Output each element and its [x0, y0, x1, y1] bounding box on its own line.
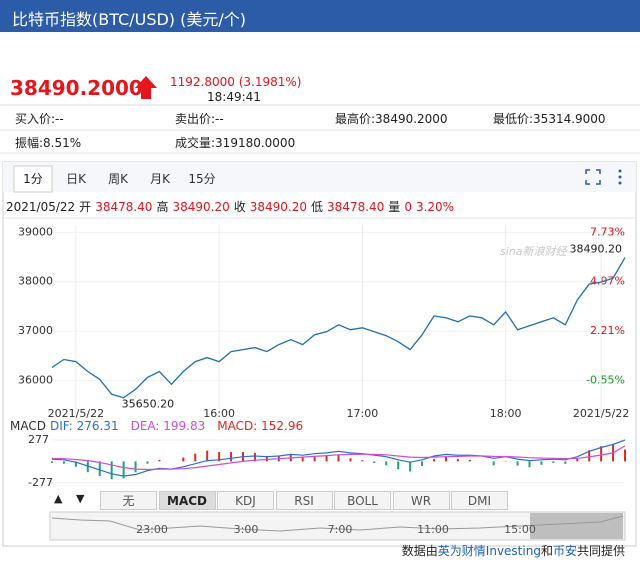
annotation: 38490.20 [570, 243, 623, 256]
navigator-label: 23:00 [136, 523, 168, 536]
legend-entry: MACD: 152.96 [217, 419, 304, 433]
info-cell: 成交量:319180.0000 [175, 136, 296, 150]
fullscreen-icon[interactable] [585, 169, 601, 185]
indicator-tab[interactable]: KDJ [217, 491, 274, 510]
panel [2, 161, 637, 547]
footer-text: 币安 [552, 544, 577, 558]
price-chart: sina新浪财经 36000 37000 38000 39000 7.73% 4.97% 2.… [18, 225, 629, 420]
menu-icon[interactable] [618, 169, 622, 185]
tab-bar [3, 162, 636, 192]
footer-text: 英为财情Investing [437, 544, 541, 558]
y2-tick-label: 4.97% [590, 275, 625, 288]
indicator-tab[interactable]: 无 [100, 491, 157, 510]
navigator-label: 15:00 [504, 523, 536, 536]
footer-text: 共同提供 [576, 544, 625, 558]
x-tick-label: 18:00 [490, 407, 522, 420]
ohlc-label: 开 [79, 200, 92, 214]
x-tick-label: 2021/5/22 [48, 407, 104, 420]
price-line [51, 257, 626, 399]
info-cell: 买入价:-- [15, 112, 64, 126]
up-arrow [135, 76, 157, 99]
period-tab[interactable]: 1分 [23, 172, 43, 186]
navigator-handle[interactable] [530, 513, 623, 539]
macd-legend: MACD DIF: 276.31 DEA: 199.83 MACD: 152.96 [10, 419, 315, 433]
ohlc-value: 0 [404, 200, 412, 214]
active-tab-box [13, 165, 53, 193]
ohlc-value: 38478.40 [95, 200, 153, 214]
y2-tick-label: 2.21% [590, 324, 625, 337]
navigator-label: 11:00 [417, 523, 449, 536]
ohlc-value: 38478.40 [327, 200, 385, 214]
macd-line [51, 439, 626, 477]
indicator-tab[interactable]: DMI [451, 491, 508, 510]
y-tick-label: 39000 [18, 225, 53, 238]
indicator-tab[interactable]: MACD [158, 491, 216, 510]
date: 2021/05/22 [6, 200, 76, 214]
period-tab[interactable]: 日K [66, 172, 86, 186]
period-tab[interactable]: 月K [150, 172, 170, 186]
scroll-arrow[interactable]: ▲ [54, 492, 63, 505]
ohlc-label: 量 [388, 200, 401, 214]
y-tick-label: 277 [28, 433, 49, 446]
ohlc-label: 高 [156, 200, 169, 214]
change-pct: 3.20% [415, 200, 455, 214]
y-tick-label: 36000 [18, 373, 53, 386]
scroll-arrow[interactable]: ▼ [76, 492, 85, 505]
info-cell: 卖出价:-- [175, 112, 224, 126]
y2-tick-label: 7.73% [590, 225, 625, 238]
time: 18:49:41 [207, 90, 261, 104]
ohlc-line: 2021/05/22 开 38478.40 高 38490.20 收 38490.20 低 38… [6, 198, 454, 215]
ohlc-value: 38490.20 [172, 200, 230, 214]
y2-tick-label: -0.55% [586, 373, 625, 386]
period-tab[interactable]: 15分 [188, 172, 216, 186]
price: 38490.2000 [10, 76, 143, 100]
footer: 数据由英为财情Investing和币安共同提供 [402, 542, 625, 559]
y-tick-label: 38000 [18, 275, 53, 288]
indicator-tab[interactable]: RSI [275, 491, 333, 510]
y-tick-label: 37000 [18, 324, 53, 337]
macd-chart: 277 -277 [28, 433, 626, 489]
macd-title: MACD [10, 419, 46, 433]
watermark: sina新浪财经 [500, 245, 567, 258]
footer-text: 数据由 [401, 544, 438, 558]
ohlc-label: 收 [233, 200, 246, 214]
indicator-tab[interactable]: WR [392, 491, 450, 510]
navigator-label: 3:00 [234, 523, 259, 536]
ohlc-value: 38490.20 [249, 200, 308, 214]
title: 比特币指数(BTC/USD) (美元/个) [12, 10, 247, 29]
header-bar [0, 0, 640, 32]
period-tab[interactable]: 周K [108, 172, 128, 186]
footer-text: 和 [540, 544, 553, 558]
x-tick-label: 17:00 [347, 407, 379, 420]
macd-line [51, 445, 626, 471]
ohlc-label: 低 [311, 200, 324, 214]
info-cell: 最低价:35314.9000 [493, 112, 606, 126]
x-tick-label: 2021/5/22 [573, 407, 629, 420]
info-cell: 振幅:8.51% [15, 136, 82, 150]
y-tick-label: -277 [28, 476, 53, 489]
legend-entry: DIF: 276.31 [49, 419, 119, 433]
navigator-label: 7:00 [328, 523, 353, 536]
indicator-tab[interactable]: BOLL [334, 491, 391, 510]
change: 1192.8000 (3.1981%) [170, 75, 302, 89]
info-cell: 最高价:38490.2000 [335, 112, 448, 126]
annotation: 35650.20 [122, 398, 175, 411]
x-tick-label: 16:00 [203, 407, 235, 420]
legend-entry: DEA: 199.83 [130, 419, 206, 433]
